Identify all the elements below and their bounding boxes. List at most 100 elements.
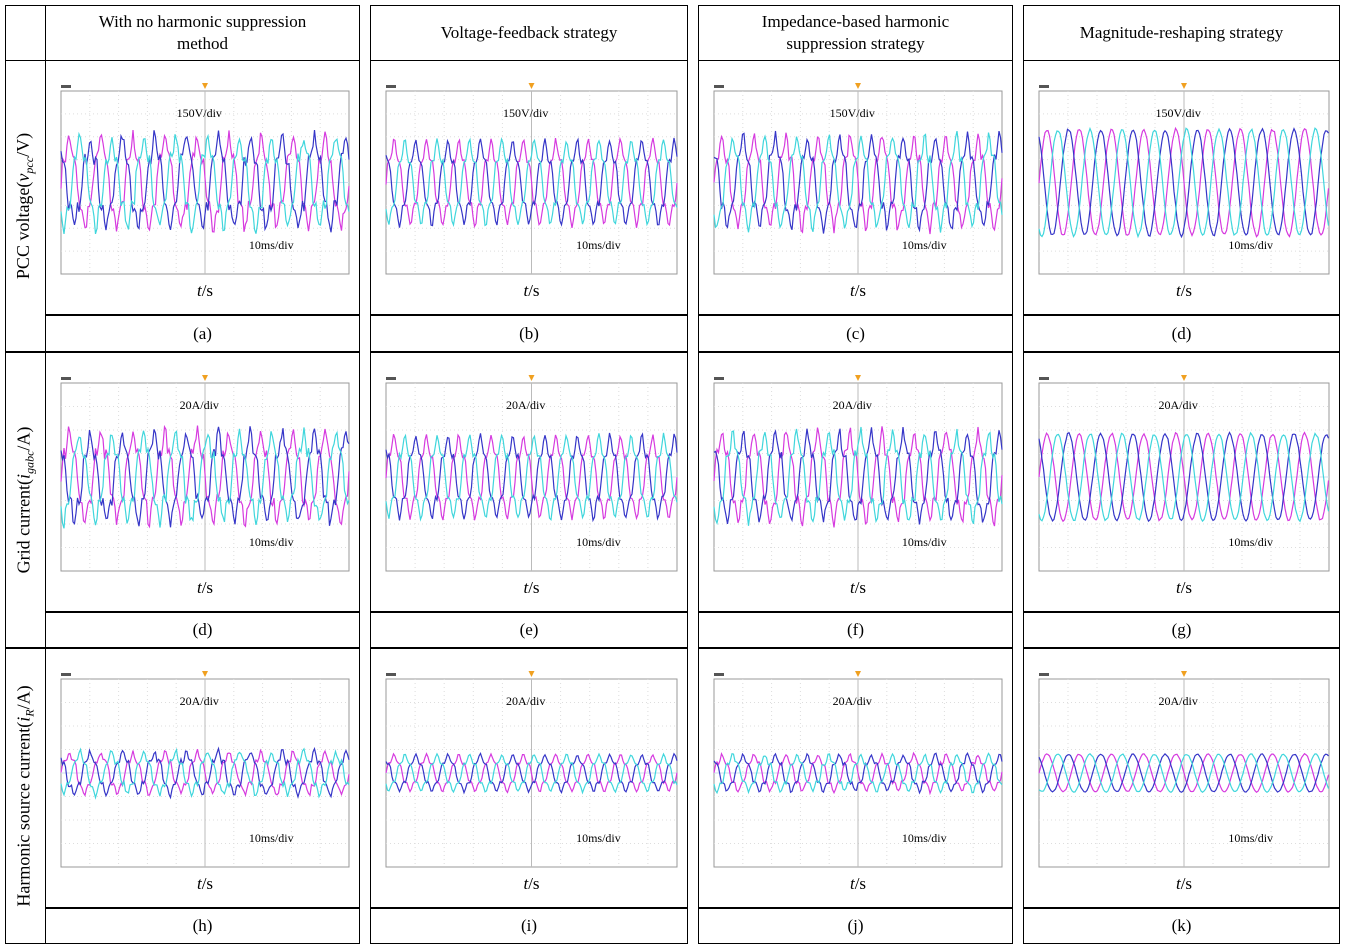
trigger-marker bbox=[1181, 671, 1187, 677]
trigger-marker bbox=[202, 671, 208, 677]
scope-tag bbox=[1039, 673, 1049, 676]
x-axis-label: t/s bbox=[850, 281, 866, 300]
scale-label: 20A/div bbox=[833, 398, 872, 412]
caption-cell: (c) bbox=[698, 315, 1013, 352]
row-title-prefix: Harmonic source current( bbox=[14, 722, 34, 907]
trigger-marker bbox=[529, 83, 535, 89]
corner-cell bbox=[5, 5, 46, 61]
scope-tag bbox=[714, 377, 724, 380]
scale-label: 20A/div bbox=[1159, 694, 1198, 708]
column-title: Impedance-based harmonic suppression str… bbox=[731, 11, 981, 55]
time-label: 10ms/div bbox=[902, 535, 947, 549]
x-axis-unit: /s bbox=[855, 281, 866, 300]
scope-plot: 150V/div 10ms/div t/s bbox=[1024, 61, 1339, 314]
x-axis-label: t/s bbox=[1176, 281, 1192, 300]
panel-cell: 20A/div10ms/divt/s bbox=[1023, 648, 1340, 908]
row-header: Grid current(igabc/A) bbox=[5, 352, 46, 648]
time-label: 10ms/div bbox=[902, 831, 947, 845]
scope-plot: 20A/div 10ms/div t/s bbox=[371, 353, 687, 611]
scope-plot: 20A/div10ms/divt/s bbox=[699, 649, 1012, 907]
trigger-marker bbox=[529, 375, 535, 381]
trigger-marker bbox=[1181, 375, 1187, 381]
x-axis-unit: /s bbox=[1181, 281, 1192, 300]
scope-plot: 20A/div10ms/divt/s bbox=[371, 649, 687, 907]
column-header: Voltage-feedback strategy bbox=[370, 5, 688, 61]
caption: (c) bbox=[846, 324, 865, 344]
trigger-marker bbox=[855, 375, 861, 381]
time-label: 10ms/div bbox=[1228, 535, 1273, 549]
scale-label: 20A/div bbox=[506, 398, 545, 412]
x-axis-label: t/s bbox=[197, 281, 213, 300]
row-title-sub: pcc bbox=[23, 157, 37, 174]
scale-label: 150V/div bbox=[177, 106, 222, 120]
row-header: Harmonic source current(iR/A) bbox=[5, 648, 46, 944]
panel-cell: 150V/div10ms/divt/s bbox=[370, 60, 688, 315]
scope-plot: 20A/div10ms/divt/s bbox=[699, 353, 1012, 611]
row-title-sub: gabc bbox=[23, 451, 37, 474]
caption-cell: (f) bbox=[698, 612, 1013, 648]
trigger-marker bbox=[855, 83, 861, 89]
x-axis-label: t/s bbox=[523, 874, 539, 893]
x-axis-unit: /s bbox=[528, 281, 539, 300]
panel-cell: 20A/div 10ms/div t/s bbox=[1023, 352, 1340, 612]
scale-label: 20A/div bbox=[833, 694, 872, 708]
scope-tag bbox=[61, 85, 71, 88]
time-label: 10ms/div bbox=[576, 238, 621, 252]
x-axis-unit: /s bbox=[1181, 874, 1192, 893]
row-title-var: i bbox=[14, 717, 34, 722]
time-label: 10ms/div bbox=[1228, 238, 1273, 252]
row-title: Harmonic source current(iR/A) bbox=[14, 685, 38, 906]
row-title: PCC voltage(vpcc/V) bbox=[14, 133, 38, 279]
scope-tag bbox=[714, 85, 724, 88]
scale-label: 150V/div bbox=[1156, 106, 1201, 120]
trigger-marker bbox=[202, 375, 208, 381]
time-label: 10ms/div bbox=[902, 238, 947, 252]
x-axis-unit: /s bbox=[855, 578, 866, 597]
x-axis-label: t/s bbox=[523, 578, 539, 597]
x-axis-unit: /s bbox=[1181, 578, 1192, 597]
column-title: Voltage-feedback strategy bbox=[441, 22, 618, 44]
x-axis-label: t/s bbox=[197, 578, 213, 597]
scope-plot: 20A/div 10ms/div t/s bbox=[1024, 353, 1339, 611]
panel-cell: 20A/div10ms/divt/s bbox=[698, 352, 1013, 612]
caption: (k) bbox=[1172, 916, 1192, 936]
caption-cell: (b) bbox=[370, 315, 688, 352]
time-label: 10ms/div bbox=[576, 831, 621, 845]
x-axis-unit: /s bbox=[855, 874, 866, 893]
panel-cell: 20A/div10ms/divt/s bbox=[698, 648, 1013, 908]
scope-tag bbox=[61, 377, 71, 380]
scale-label: 20A/div bbox=[1159, 398, 1198, 412]
row-title-var: i bbox=[14, 474, 34, 479]
x-axis-label: t/s bbox=[1176, 578, 1192, 597]
time-label: 10ms/div bbox=[249, 831, 294, 845]
caption: (d) bbox=[193, 620, 213, 640]
x-axis-label: t/s bbox=[197, 874, 213, 893]
scope-plot: 20A/div10ms/divt/s bbox=[46, 649, 359, 907]
trigger-marker bbox=[1181, 83, 1187, 89]
scope-plot: 20A/div10ms/divt/s bbox=[46, 353, 359, 611]
x-axis-unit: /s bbox=[528, 578, 539, 597]
scope-tag bbox=[386, 377, 396, 380]
x-axis-unit: /s bbox=[202, 874, 213, 893]
caption-cell: (h) bbox=[45, 908, 360, 944]
time-label: 10ms/div bbox=[576, 535, 621, 549]
row-header: PCC voltage(vpcc/V) bbox=[5, 60, 46, 352]
caption-cell: (g) bbox=[1023, 612, 1340, 648]
caption-cell: (d) bbox=[1023, 315, 1340, 352]
trigger-marker bbox=[529, 671, 535, 677]
scope-tag bbox=[1039, 85, 1049, 88]
caption: (f) bbox=[847, 620, 864, 640]
caption-cell: (e) bbox=[370, 612, 688, 648]
column-title: Magnitude-reshaping strategy bbox=[1080, 22, 1283, 44]
scale-label: 20A/div bbox=[180, 398, 219, 412]
scope-plot: 150V/div10ms/divt/s bbox=[46, 61, 359, 314]
column-header: Impedance-based harmonic suppression str… bbox=[698, 5, 1013, 61]
row-title-var: v bbox=[14, 174, 34, 182]
x-axis-unit: /s bbox=[528, 874, 539, 893]
row-title-suffix: /A) bbox=[14, 427, 34, 451]
